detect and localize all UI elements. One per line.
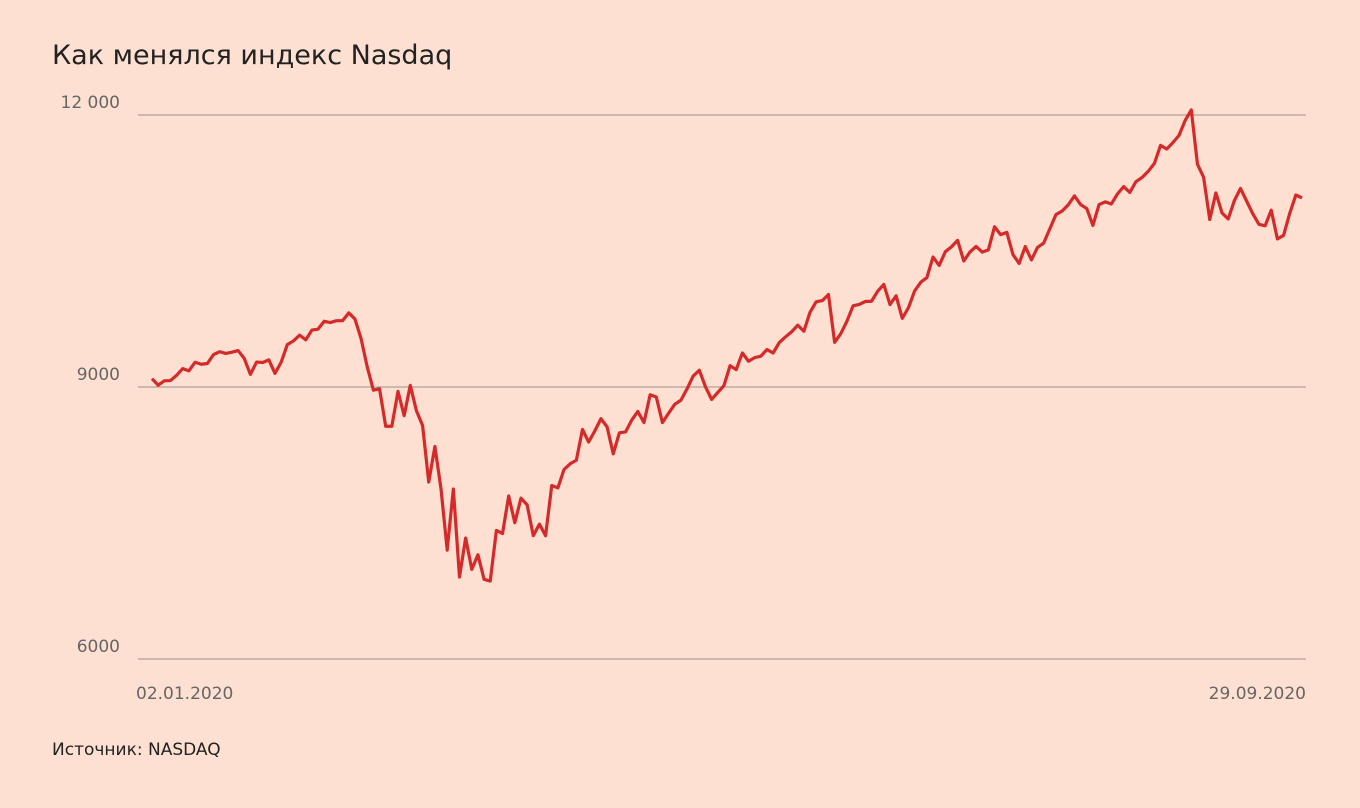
- x-tick-label: 29.09.2020: [1209, 684, 1306, 704]
- y-tick-label: 12 000: [61, 93, 120, 113]
- source: Источник: NASDAQ: [52, 740, 221, 760]
- y-tick-label: 9000: [77, 365, 120, 385]
- y-tick-label: 6000: [77, 637, 120, 657]
- chart-title: Как менялся индекс Nasdaq: [52, 40, 452, 71]
- line: [150, 108, 1303, 583]
- x-tick-label: 02.01.2020: [136, 684, 233, 704]
